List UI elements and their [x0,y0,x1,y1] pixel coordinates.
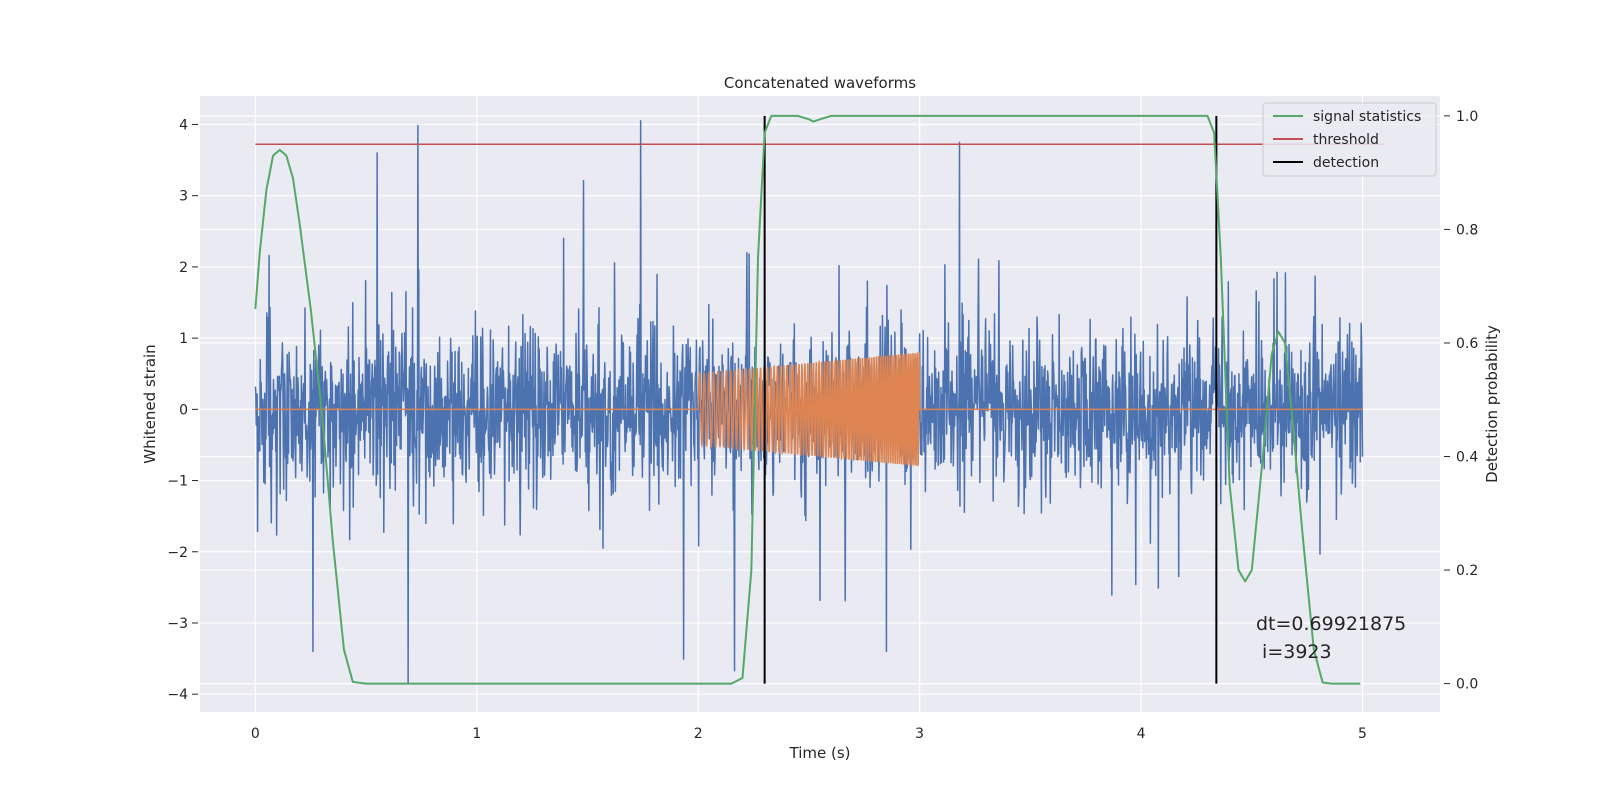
y-tick-label: −1 [167,474,188,490]
series-injected-chirp [255,352,1363,467]
legend-frame [1262,102,1437,177]
y-tick-label: 0 [179,402,188,418]
y2-tick-label: 1.0 [1456,109,1478,125]
annotation-index: i=3923 [1256,641,1332,663]
annotation: dt=0.69921875 i=3923 [1256,613,1406,663]
series-signal-statistics [254,114,1361,685]
y2-tick-label: 0.2 [1456,563,1478,579]
y2-tick-label: 0.4 [1456,450,1478,466]
annotation-dt: dt=0.69921875 [1256,613,1406,635]
x-tick-label: 2 [694,726,703,742]
x-axis-label: Time (s) [789,744,851,762]
chart-title: Concatenated waveforms [724,74,916,92]
x-tick-label: 1 [472,726,481,742]
legend: signal statistics threshold detection [1262,102,1437,177]
x-tick-label: 0 [251,726,260,742]
y-tick-label: 3 [179,189,188,205]
series-layer [254,114,1385,685]
y2-tick-label: 0.6 [1456,336,1478,352]
legend-label-signal-statistics: signal statistics [1313,109,1421,125]
y2-axis-label: Detection probability [1483,325,1501,483]
y-tick-label: −2 [167,545,188,561]
legend-label-threshold: threshold [1313,132,1379,148]
y-tick-label: 2 [179,260,188,276]
x-tick-label: 5 [1358,726,1367,742]
y-tick-label: −3 [167,616,188,632]
x-tick-label: 3 [915,726,924,742]
y-axis-label: Whitened strain [141,344,159,463]
legend-label-detection: detection [1313,155,1379,171]
axes: 0 1 2 3 4 5 4 3 2 1 0 −1 −2 −3 −4 1.0 0.8 0.6 0.4 0.2 0.0 [167,109,1478,742]
y-tick-label: 1 [179,331,188,347]
y-tick-label: 4 [179,117,188,133]
y2-tick-label: 0.8 [1456,222,1478,238]
x-tick-label: 4 [1137,726,1146,742]
y-tick-label: −4 [167,687,188,703]
y2-tick-label: 0.0 [1456,677,1478,693]
